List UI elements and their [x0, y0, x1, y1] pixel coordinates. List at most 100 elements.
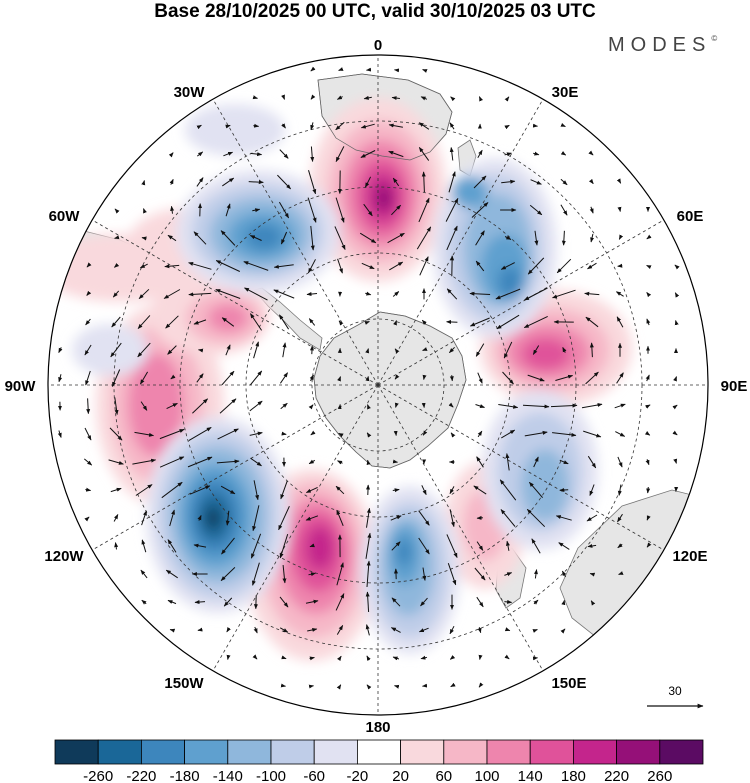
wind-vector: [499, 479, 517, 501]
wind-vector: [616, 178, 622, 184]
colorbar-tick-label: -60: [303, 768, 325, 783]
wind-vector: [220, 230, 236, 246]
wind-vector: [446, 288, 458, 300]
wind-vector: [306, 292, 318, 297]
wind-vector: [361, 262, 375, 270]
wind-vector: [392, 459, 398, 464]
lon-label-90w: 90W: [5, 378, 37, 395]
wind-vector: [84, 344, 92, 356]
wind-vector: [141, 180, 146, 186]
wind-vector: [449, 654, 456, 660]
wind-vector: [533, 599, 539, 605]
wind-vector: [86, 262, 92, 268]
wind-vector: [335, 485, 345, 495]
wind-vector: [533, 456, 539, 468]
wind-vector: [279, 596, 289, 608]
wind-vector: [587, 455, 597, 469]
wind-vector: [165, 315, 179, 329]
wind-vector: [57, 430, 62, 438]
wind-vector: [335, 121, 345, 131]
wind-vector: [475, 343, 485, 357]
wind-vector: [279, 533, 289, 559]
wind-vector: [308, 404, 314, 410]
wind-vector: [475, 404, 485, 408]
graticule: [48, 55, 708, 715]
wind-vector: [477, 149, 483, 159]
colorbar-tick-label: -220: [126, 768, 156, 783]
reference-vector: 30: [647, 684, 704, 709]
wind-vector: [504, 654, 510, 660]
wind-vector: [672, 430, 678, 436]
meridian-line: [377, 219, 664, 386]
wind-vector: [280, 683, 286, 688]
wind-vector: [196, 373, 204, 383]
wind-vector: [529, 204, 543, 216]
wind-vector: [524, 287, 548, 301]
wind-vector: [447, 563, 457, 586]
wind-vector: [253, 341, 260, 359]
colorbar-tick-label: 260: [647, 768, 672, 783]
wind-vector: [550, 403, 578, 408]
wind-vector: [674, 292, 680, 298]
wind-vector: [132, 458, 157, 465]
wind-vector: [500, 509, 516, 527]
wind-vector: [110, 487, 122, 493]
wind-vector: [336, 684, 342, 690]
wind-vector: [391, 96, 400, 101]
wind-vector: [338, 67, 344, 71]
wind-vector: [192, 398, 208, 414]
wind-vector: [418, 510, 430, 526]
colorbar-swatch: [486, 739, 531, 765]
wind-vector: [193, 543, 207, 548]
wind-vector: [529, 481, 543, 499]
colorbar-tick-label: 20: [392, 768, 409, 783]
wind-vector: [367, 404, 371, 410]
wind-vector: [561, 230, 566, 246]
wind-vector: [583, 430, 602, 438]
colorbar-swatch: [573, 739, 618, 765]
wind-vector: [418, 122, 430, 130]
wind-vector: [336, 95, 343, 100]
longitude-labels: 0 30E 60E 90E 120E 150E 180 150W 120W 90…: [5, 37, 748, 736]
wind-vector: [161, 481, 183, 499]
wind-vector: [365, 591, 370, 613]
wind-vector: [532, 629, 538, 633]
meridian-line: [212, 99, 379, 386]
wind-vector: [450, 682, 456, 688]
lon-label-180: 180: [365, 719, 390, 736]
wind-vector: [555, 515, 572, 521]
wind-vector: [504, 96, 510, 102]
wind-vector: [163, 289, 181, 299]
colorbar-swatch: [54, 739, 99, 765]
colorbar-swatch: [140, 739, 185, 765]
colorbar-swatch: [529, 739, 574, 765]
wind-vector: [225, 510, 230, 526]
lon-label-30e: 30E: [552, 84, 579, 101]
wind-vector: [310, 225, 315, 251]
wind-vector: [501, 179, 516, 184]
lon-label-120w: 120W: [44, 548, 84, 565]
colorbar-swatch: [443, 739, 488, 765]
map-boundary: [47, 54, 709, 716]
wind-vector: [249, 400, 263, 412]
colorbar-swatch: [270, 739, 315, 765]
wind-vector: [585, 371, 599, 385]
colorbar-swatches: [54, 739, 704, 765]
wind-vector: [387, 232, 405, 244]
wind-vector: [225, 344, 231, 356]
wind-vector: [505, 540, 510, 551]
wind-vector: [225, 203, 231, 217]
wind-vector: [476, 541, 484, 551]
lon-label-60e: 60E: [677, 208, 704, 225]
colorbar-swatch: [659, 739, 704, 765]
wind-vector: [86, 398, 91, 415]
colorbar-swatch: [97, 739, 142, 765]
wind-vector: [366, 432, 372, 438]
wind-vector: [673, 458, 678, 464]
wind-vector: [336, 562, 344, 586]
wind-vector: [226, 654, 231, 660]
wind-vector: [217, 428, 239, 440]
wind-vector: [85, 487, 92, 492]
wind-vector: [527, 374, 545, 382]
lon-label-90e: 90E: [721, 378, 748, 395]
